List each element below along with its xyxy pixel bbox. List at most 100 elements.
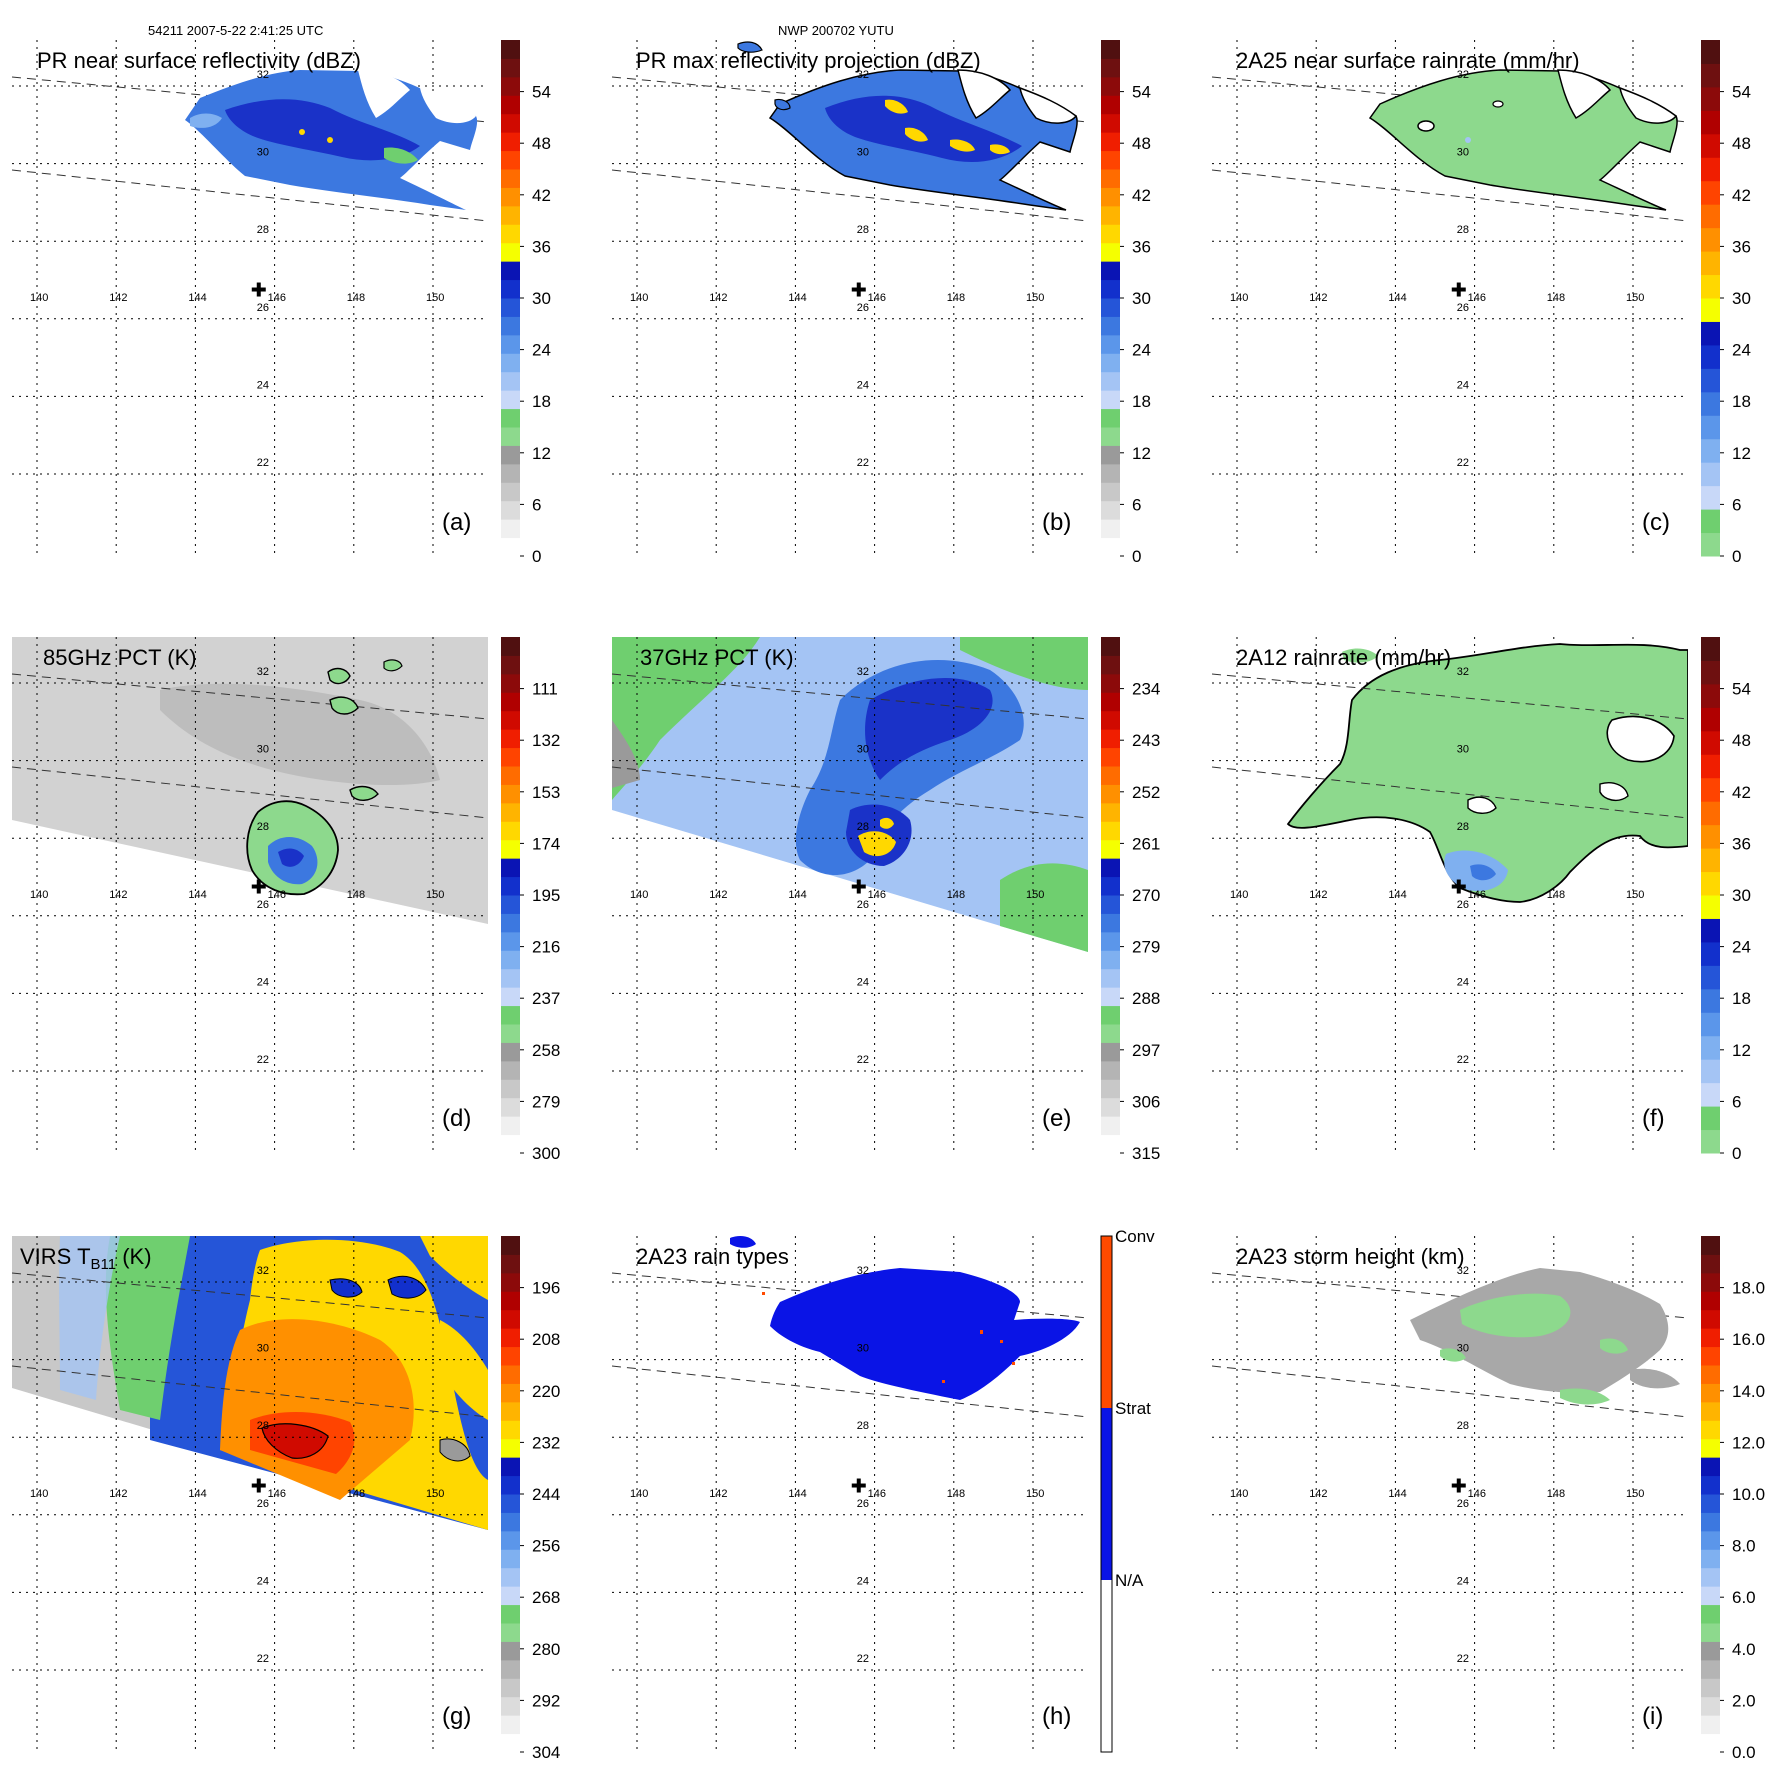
colorbar-swatch xyxy=(1101,58,1120,78)
lat-label: 32 xyxy=(857,666,869,678)
colorbar-label: 42 xyxy=(1132,186,1151,205)
lon-label: 144 xyxy=(788,292,806,304)
colorbar-swatch xyxy=(1701,509,1720,534)
colorbar-label: 48 xyxy=(1132,134,1151,153)
colorbar-swatch xyxy=(501,132,520,152)
lon-label: 142 xyxy=(1309,1488,1327,1500)
colorbar-swatch xyxy=(1101,1005,1120,1025)
colorbar-swatch xyxy=(1101,1060,1120,1080)
lat-label: 22 xyxy=(857,1054,869,1066)
colorbar-swatch xyxy=(1701,1567,1720,1587)
center-marker-b xyxy=(851,282,866,297)
colorbar-swatch xyxy=(1101,537,1120,557)
colorbar-swatch xyxy=(501,766,520,785)
colorbar-swatch xyxy=(501,1309,520,1329)
colorbar-swatch xyxy=(501,839,520,859)
center-marker-h xyxy=(851,1478,866,1493)
colorbar-swatch xyxy=(1101,931,1120,951)
colorbar-swatch xyxy=(1701,1082,1720,1107)
colorbar-label: 8.0 xyxy=(1732,1537,1756,1556)
colorbar-swatch xyxy=(1101,802,1120,822)
colorbar-swatch xyxy=(501,692,520,712)
colorbar-swatch xyxy=(1101,747,1120,767)
colorbar-swatch xyxy=(1701,274,1720,299)
colorbar-swatch xyxy=(501,1060,520,1080)
colorbar-swatch xyxy=(1701,1059,1720,1084)
colorbar-swatch xyxy=(1701,415,1720,440)
colorbar-label: 304 xyxy=(532,1743,560,1762)
lat-label: 28 xyxy=(857,224,869,236)
colorbar-swatch xyxy=(501,1604,520,1624)
colorbar-swatch xyxy=(501,1733,520,1753)
colorbar-e: 315 306 297 288 279 270 261 252 243 234 xyxy=(1101,637,1160,1163)
colorbar-swatch xyxy=(1101,1097,1120,1117)
panel-title-a: PR near surface reflectivity (dBZ) xyxy=(37,48,361,73)
colorbar-label: 36 xyxy=(1732,237,1751,256)
colorbar-label: 54 xyxy=(1132,83,1151,102)
field-h xyxy=(730,1236,1080,1400)
colorbar-swatch xyxy=(1101,482,1120,502)
panel-i: 2A23 storm height (km) (i) 140 142 144 146 1… xyxy=(1212,1236,1765,1762)
colorbar-swatch xyxy=(1701,1383,1720,1403)
colorbar-swatch xyxy=(501,169,520,188)
lat-label: 24 xyxy=(257,976,269,988)
colorbar-label: 196 xyxy=(532,1279,560,1298)
storm-center-marker-v xyxy=(1456,282,1461,297)
colorbar-swatch xyxy=(1101,1042,1120,1062)
lon-label: 148 xyxy=(1547,292,1565,304)
panel-letter-a: (a) xyxy=(442,509,471,536)
colorbar-label: 174 xyxy=(532,834,560,853)
panel-letter-c: (c) xyxy=(1642,509,1670,536)
colorbar-label: 12.0 xyxy=(1732,1433,1765,1452)
lat-label: 30 xyxy=(1457,1343,1469,1355)
lat-label: 32 xyxy=(257,1265,269,1277)
colorbar-label: 237 xyxy=(532,989,560,1008)
colorbar-swatch xyxy=(501,1512,520,1532)
storm-center-marker-v xyxy=(256,1478,261,1493)
lon-labels-e: 140 142 144 146 148 150 xyxy=(630,889,1044,901)
colorbar-swatch xyxy=(501,1549,520,1569)
colorbar-swatch xyxy=(1701,1129,1720,1154)
colorbar-swatch xyxy=(1701,485,1720,510)
lat-label: 32 xyxy=(857,69,869,81)
colorbar-swatch xyxy=(1101,390,1120,410)
lat-label: 26 xyxy=(257,1498,269,1510)
colorbar-swatch xyxy=(1101,1116,1120,1136)
panel-title-g-end: (K) xyxy=(116,1244,151,1269)
lat-label: 30 xyxy=(857,1343,869,1355)
grid-g xyxy=(12,1236,488,1752)
colorbar-swatch xyxy=(501,334,520,354)
lon-label: 144 xyxy=(188,1488,206,1500)
colorbar-swatch xyxy=(1701,683,1720,708)
lat-label: 28 xyxy=(257,1420,269,1432)
colorbar-swatch xyxy=(501,298,520,317)
colorbar-label: 6 xyxy=(1732,1092,1741,1111)
colorbar-label: 18.0 xyxy=(1732,1279,1765,1298)
grid-e xyxy=(612,637,1088,1153)
panel-a: PR near surface reflectivity (dBZ) (a) 1… xyxy=(12,40,551,566)
colorbar-swatch xyxy=(501,316,520,336)
colorbar-label: 256 xyxy=(532,1537,560,1556)
colorbar-label: 2.0 xyxy=(1732,1691,1756,1710)
colorbar-swatch xyxy=(1101,132,1120,152)
lon-label: 146 xyxy=(868,1488,886,1500)
center-marker-a xyxy=(251,282,266,297)
field-e xyxy=(612,660,1024,875)
lat-label: 30 xyxy=(857,744,869,756)
colorbar-label: 6 xyxy=(532,495,541,514)
colorbar-swatch xyxy=(501,1530,520,1550)
colorbar-swatch xyxy=(1101,187,1120,207)
colorbar-swatch xyxy=(1701,1623,1720,1642)
colorbar-swatch xyxy=(1701,1035,1720,1060)
lat-label: 24 xyxy=(257,1575,269,1587)
colorbar-label: 42 xyxy=(1732,186,1751,205)
colorbar-swatch xyxy=(501,95,520,115)
colorbar-label: 279 xyxy=(1132,938,1160,957)
colorbar-swatch xyxy=(1701,133,1720,158)
colorbar-label: 24 xyxy=(1732,341,1751,360)
colorbar-label: 306 xyxy=(1132,1092,1160,1111)
lon-label: 144 xyxy=(188,889,206,901)
colorbar-swatch xyxy=(501,1042,520,1062)
colorbar-swatch xyxy=(1701,1678,1720,1698)
